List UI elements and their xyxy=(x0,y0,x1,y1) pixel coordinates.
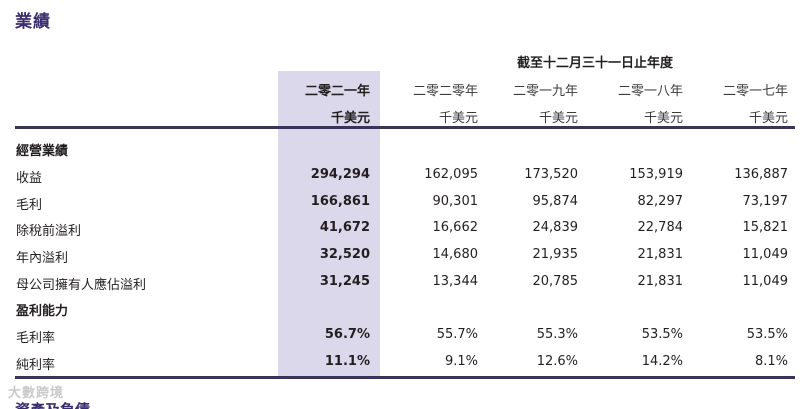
col-year-2017: 二零一七年 xyxy=(722,84,788,99)
col-year-2021: 二零二一年 xyxy=(304,84,370,99)
cell-profit-before-tax-2021: 41,672 xyxy=(319,220,370,235)
cell-profit-for-year-2018: 21,831 xyxy=(637,247,684,262)
cell-revenue-2018: 153,919 xyxy=(629,167,683,182)
watermark: 大數跨境 xyxy=(8,386,65,401)
cell-gross-profit-2018: 82,297 xyxy=(637,194,684,209)
cell-profit-before-tax-2019: 24,839 xyxy=(532,220,579,235)
cell-revenue-2020: 162,095 xyxy=(424,167,478,182)
section-operating-results: 經營業績 xyxy=(16,144,69,159)
cell-gross-margin-2020: 55.7% xyxy=(436,327,478,342)
row-label-net-margin: 純利率 xyxy=(16,358,56,373)
row-label-revenue: 收益 xyxy=(16,171,43,186)
footer-rule xyxy=(15,376,795,379)
cell-revenue-2021: 294,294 xyxy=(310,167,370,182)
col-year-2018: 二零一八年 xyxy=(617,84,683,99)
col-unit-2019: 千美元 xyxy=(538,111,578,126)
cell-profit-for-year-2020: 14,680 xyxy=(432,247,479,262)
cell-gross-margin-2019: 55.3% xyxy=(536,327,578,342)
next-section-heading: 資產及負債 xyxy=(15,401,90,409)
col-unit-2018: 千美元 xyxy=(643,111,683,126)
cell-profit-before-tax-2020: 16,662 xyxy=(432,220,479,235)
section-profitability: 盈利能力 xyxy=(16,304,69,319)
cell-profit-before-tax-2018: 22,784 xyxy=(637,220,684,235)
cell-profit-for-year-2017: 11,049 xyxy=(742,247,789,262)
cell-profit-before-tax-2017: 15,821 xyxy=(742,220,789,235)
col-unit-2021: 千美元 xyxy=(330,111,370,126)
page-title: 業績 xyxy=(15,12,51,32)
cell-gross-profit-2021: 166,861 xyxy=(310,194,370,209)
cell-profit-for-year-2021: 32,520 xyxy=(319,247,370,262)
cell-net-margin-2017: 8.1% xyxy=(754,354,788,369)
col-unit-2017: 千美元 xyxy=(748,111,788,126)
cell-net-margin-2020: 9.1% xyxy=(444,354,478,369)
cell-net-margin-2021: 11.1% xyxy=(324,354,370,369)
cell-profit-attributable-2019: 20,785 xyxy=(532,274,579,289)
cell-gross-margin-2018: 53.5% xyxy=(641,327,683,342)
cell-profit-attributable-2017: 11,049 xyxy=(742,274,789,289)
cell-profit-attributable-2021: 31,245 xyxy=(319,274,370,289)
cell-net-margin-2018: 14.2% xyxy=(641,354,683,369)
col-year-2019: 二零一九年 xyxy=(512,84,578,99)
cell-profit-attributable-2018: 21,831 xyxy=(637,274,684,289)
row-label-profit-before-tax: 除稅前溢利 xyxy=(16,224,82,239)
col-year-2020: 二零二零年 xyxy=(412,84,478,99)
col-unit-2020: 千美元 xyxy=(438,111,478,126)
header-rule xyxy=(15,126,795,129)
row-label-gross-profit: 毛利 xyxy=(16,198,43,213)
cell-net-margin-2019: 12.6% xyxy=(536,354,578,369)
cell-profit-for-year-2019: 21,935 xyxy=(532,247,579,262)
current-year-highlight xyxy=(278,71,380,376)
cell-profit-attributable-2020: 13,344 xyxy=(432,274,479,289)
row-label-profit-for-year: 年內溢利 xyxy=(16,251,69,266)
cell-revenue-2017: 136,887 xyxy=(734,167,788,182)
period-header: 截至十二月三十一日止年度 xyxy=(516,56,673,71)
row-label-gross-margin: 毛利率 xyxy=(16,331,56,346)
cell-gross-profit-2019: 95,874 xyxy=(532,194,579,209)
cell-gross-margin-2021: 56.7% xyxy=(324,327,370,342)
row-label-profit-attributable: 母公司擁有人應佔溢利 xyxy=(16,278,147,293)
cell-revenue-2019: 173,520 xyxy=(524,167,578,182)
cell-gross-margin-2017: 53.5% xyxy=(746,327,788,342)
cell-gross-profit-2017: 73,197 xyxy=(742,194,789,209)
cell-gross-profit-2020: 90,301 xyxy=(432,194,479,209)
